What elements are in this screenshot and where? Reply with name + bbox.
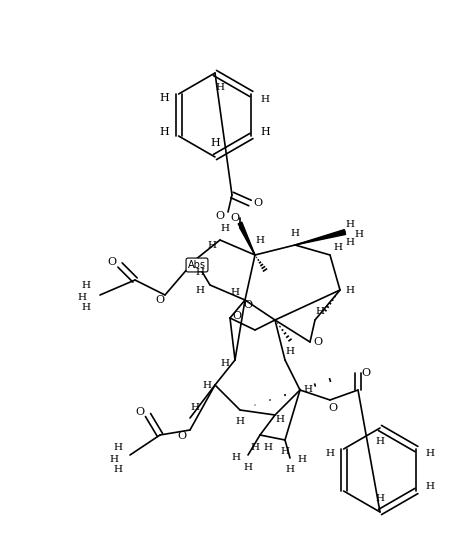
Text: H: H (81, 302, 90, 311)
Text: H: H (263, 443, 272, 452)
Text: O: O (107, 257, 116, 267)
Text: H: H (231, 452, 240, 461)
Text: H: H (285, 466, 294, 475)
Text: H: H (195, 268, 204, 277)
Text: O: O (361, 368, 370, 378)
Text: H: H (354, 230, 363, 239)
Text: H: H (324, 450, 333, 459)
Text: H: H (345, 286, 354, 294)
Polygon shape (295, 230, 345, 245)
Text: H: H (315, 308, 324, 317)
Text: H: H (230, 287, 239, 296)
Text: H: H (235, 418, 244, 427)
Text: H: H (255, 235, 264, 245)
Text: H: H (375, 436, 384, 445)
Text: H: H (290, 229, 299, 238)
Text: H: H (190, 404, 199, 412)
Text: H: H (215, 82, 224, 91)
Text: H: H (303, 386, 312, 395)
Text: H: H (210, 138, 219, 148)
Text: H: H (260, 127, 270, 137)
Text: H: H (77, 293, 86, 302)
Text: H: H (375, 494, 384, 504)
Text: H: H (425, 450, 434, 459)
Text: H: H (159, 93, 169, 103)
Text: O: O (253, 198, 262, 208)
Text: H: H (260, 95, 269, 104)
Text: H: H (250, 443, 259, 452)
Text: Abs: Abs (188, 260, 206, 270)
Text: O: O (328, 403, 337, 413)
Text: H: H (109, 456, 118, 465)
Text: H: H (159, 127, 169, 137)
Text: O: O (230, 213, 239, 223)
Text: O: O (177, 431, 186, 441)
Text: H: H (113, 466, 122, 475)
Text: H: H (207, 240, 216, 249)
Text: H: H (220, 358, 229, 367)
Text: H: H (425, 483, 434, 491)
Text: O: O (155, 295, 164, 305)
Text: H: H (243, 462, 252, 472)
Text: H: H (113, 443, 122, 452)
Text: H: H (280, 447, 289, 457)
Text: H: H (275, 415, 284, 425)
Text: H: H (333, 242, 342, 252)
Polygon shape (238, 222, 254, 255)
Text: H: H (220, 224, 229, 232)
Text: O: O (243, 300, 252, 310)
Text: H: H (285, 348, 294, 357)
Text: O: O (313, 337, 322, 347)
Text: H: H (345, 238, 354, 247)
Text: H: H (202, 381, 211, 389)
Text: H: H (297, 456, 306, 465)
Text: O: O (215, 211, 224, 221)
Text: O: O (135, 407, 144, 417)
Text: H: H (195, 286, 204, 294)
Text: H: H (81, 280, 90, 289)
Text: O: O (232, 311, 241, 321)
Text: H: H (345, 219, 354, 229)
